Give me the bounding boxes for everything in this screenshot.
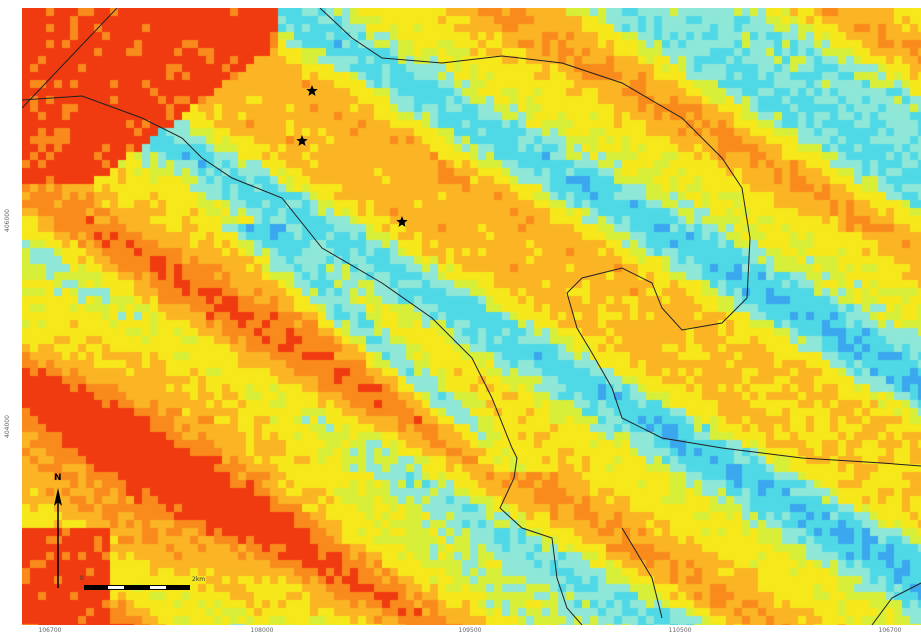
x-tick-5: 106700 [878,627,902,634]
map-frame [22,8,921,625]
boundary-line-5 [871,582,921,625]
scale-start-label: 0 [80,575,84,582]
star-marker-1 [306,85,318,96]
x-tick-3: 109500 [458,627,482,634]
star-marker-2 [296,135,308,146]
x-tick-1: 106700 [38,627,62,634]
boundary-line-1 [22,95,583,625]
north-label: N [54,473,62,483]
scale-bar [84,585,190,590]
x-tick-4: 110500 [668,627,692,634]
raster-heatmap [22,8,921,625]
y-tick-1: 406000 [4,209,11,232]
x-tick-2: 108000 [250,627,274,634]
scale-end-label: 2km [192,576,206,583]
y-tick-2: 404000 [4,415,11,438]
map-overlay [22,8,921,625]
north-arrow [54,488,62,588]
boundary-line-3 [319,8,921,467]
boundary-line-4 [621,527,663,619]
boundary-line-2 [22,8,118,109]
star-marker-3 [396,216,408,227]
